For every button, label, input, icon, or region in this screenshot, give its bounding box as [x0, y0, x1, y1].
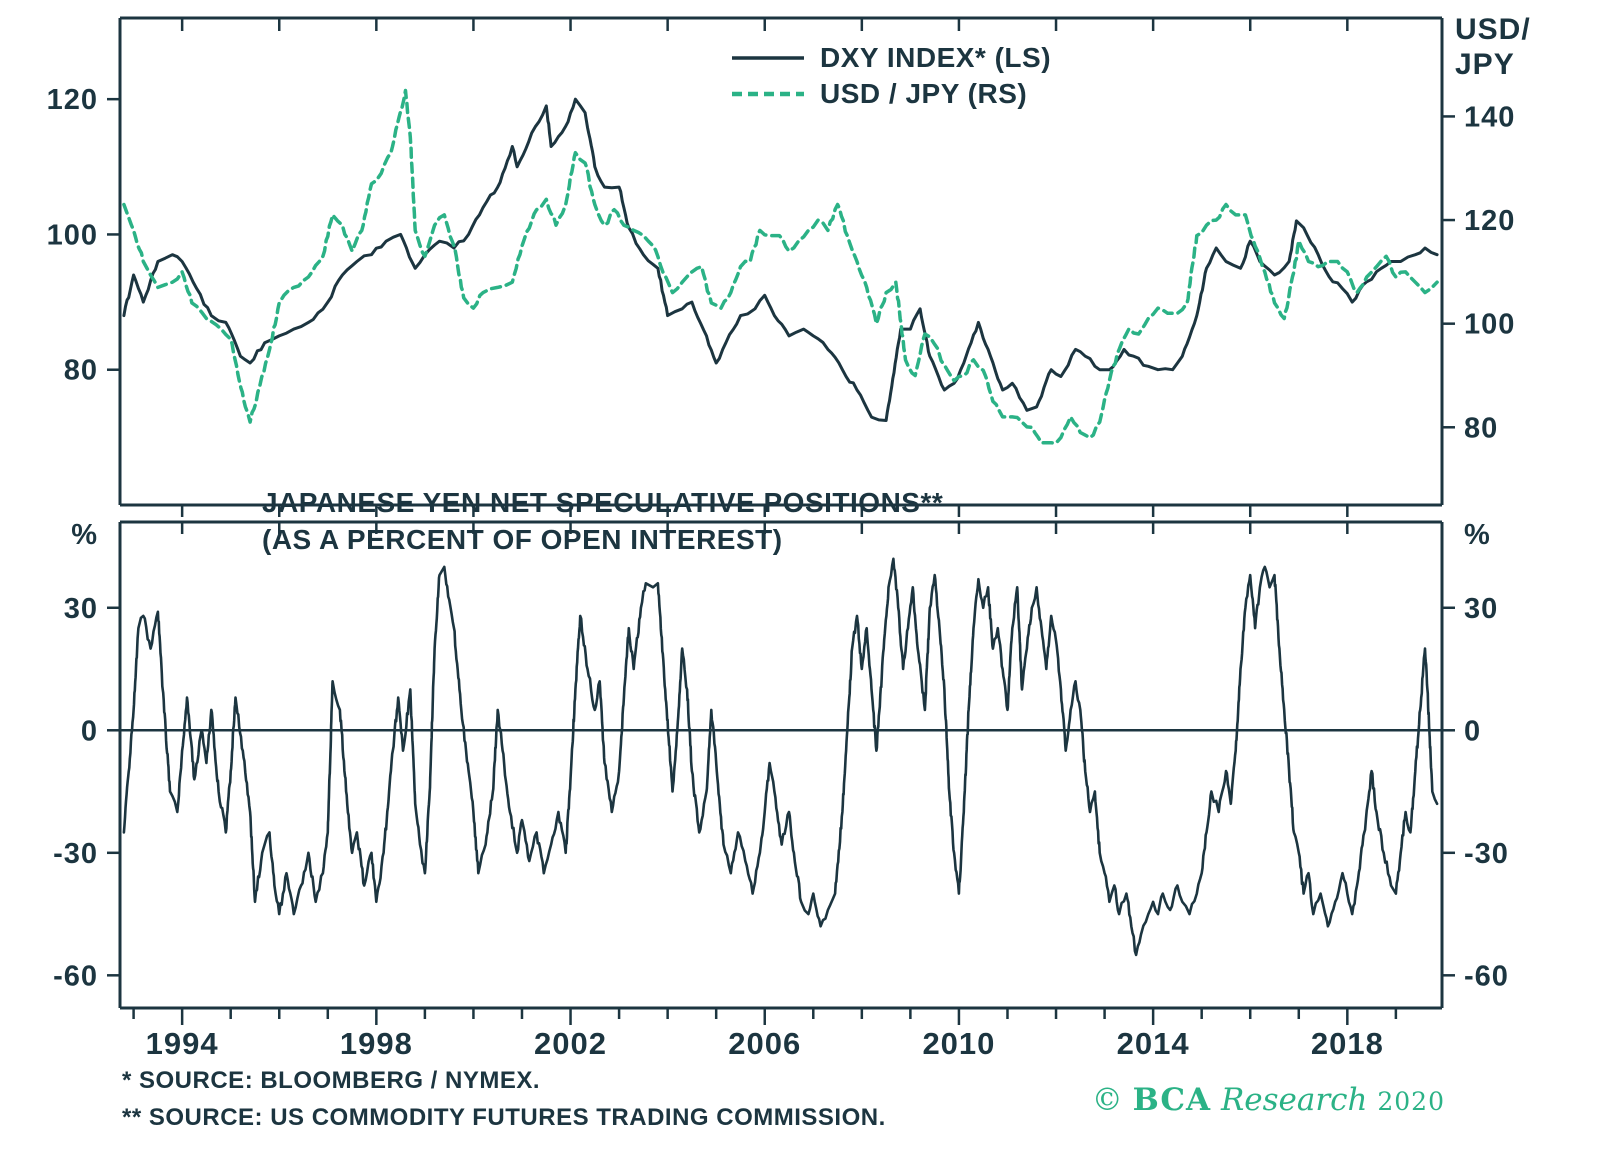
svg-text:0: 0 [81, 715, 98, 747]
usd-jpy-line [122, 88, 1439, 445]
svg-text:-30: -30 [1464, 838, 1509, 870]
footnote-source-2: ** SOURCE: US COMMODITY FUTURES TRADING … [122, 1104, 886, 1131]
svg-text:2014: 2014 [1117, 1026, 1190, 1061]
legend-label-dxy: DXY INDEX* (LS) [820, 42, 1052, 73]
svg-text:80: 80 [64, 355, 98, 387]
svg-text:2018: 2018 [1311, 1026, 1384, 1061]
svg-text:1994: 1994 [146, 1026, 219, 1061]
svg-text:120: 120 [1464, 205, 1515, 237]
brand-word: Research [1220, 1082, 1368, 1118]
branding: © BCA Research 2020 [1092, 1082, 1445, 1118]
svg-text:%: % [1464, 519, 1491, 551]
footnote-source-1: * SOURCE: BLOOMBERG / NYMEX. [122, 1067, 541, 1094]
brand-name: BCA [1132, 1082, 1212, 1118]
svg-text:-30: -30 [53, 838, 98, 870]
dashed-line-sample-icon [732, 91, 804, 97]
legend-item-usdjpy: USD / JPY (RS) [732, 76, 1051, 112]
legend: DXY INDEX* (LS) USD / JPY (RS) [732, 40, 1051, 112]
legend-label-usdjpy: USD / JPY (RS) [820, 78, 1028, 109]
svg-text:-60: -60 [1464, 960, 1509, 992]
copyright-symbol: © [1091, 1082, 1123, 1118]
svg-text:1998: 1998 [340, 1026, 413, 1061]
panel2-title: JAPANESE YEN NET SPECULATIVE POSITIONS**… [262, 484, 943, 558]
svg-text:0: 0 [1464, 715, 1481, 747]
svg-text:80: 80 [1464, 412, 1498, 444]
svg-text:30: 30 [1464, 593, 1498, 625]
svg-text:100: 100 [47, 219, 98, 251]
brand-year: 2020 [1377, 1087, 1445, 1116]
yen-net-positions-line [122, 557, 1439, 957]
svg-text:30: 30 [64, 593, 98, 625]
svg-text:140: 140 [1464, 101, 1515, 133]
right-axis-unit-line2: JPY [1455, 48, 1515, 81]
panel2-title-line2: (AS A PERCENT OF OPEN INTEREST) [262, 524, 783, 555]
source-footnotes: * SOURCE: BLOOMBERG / NYMEX. ** SOURCE: … [122, 1062, 886, 1136]
svg-text:-60: -60 [53, 960, 98, 992]
svg-text:100: 100 [1464, 309, 1515, 341]
svg-text:2002: 2002 [534, 1026, 607, 1061]
svg-text:%: % [71, 519, 98, 551]
right-axis-unit-line1: USD/ [1455, 13, 1531, 46]
right-axis-unit-title: USD/ JPY [1455, 12, 1531, 82]
svg-text:2010: 2010 [922, 1026, 995, 1061]
solid-line-sample-icon [732, 56, 804, 60]
panel2-title-line1: JAPANESE YEN NET SPECULATIVE POSITIONS** [262, 487, 944, 518]
dxy-index-line [122, 97, 1439, 422]
svg-text:120: 120 [47, 84, 98, 116]
svg-text:2006: 2006 [728, 1026, 801, 1061]
legend-item-dxy: DXY INDEX* (LS) [732, 40, 1051, 76]
